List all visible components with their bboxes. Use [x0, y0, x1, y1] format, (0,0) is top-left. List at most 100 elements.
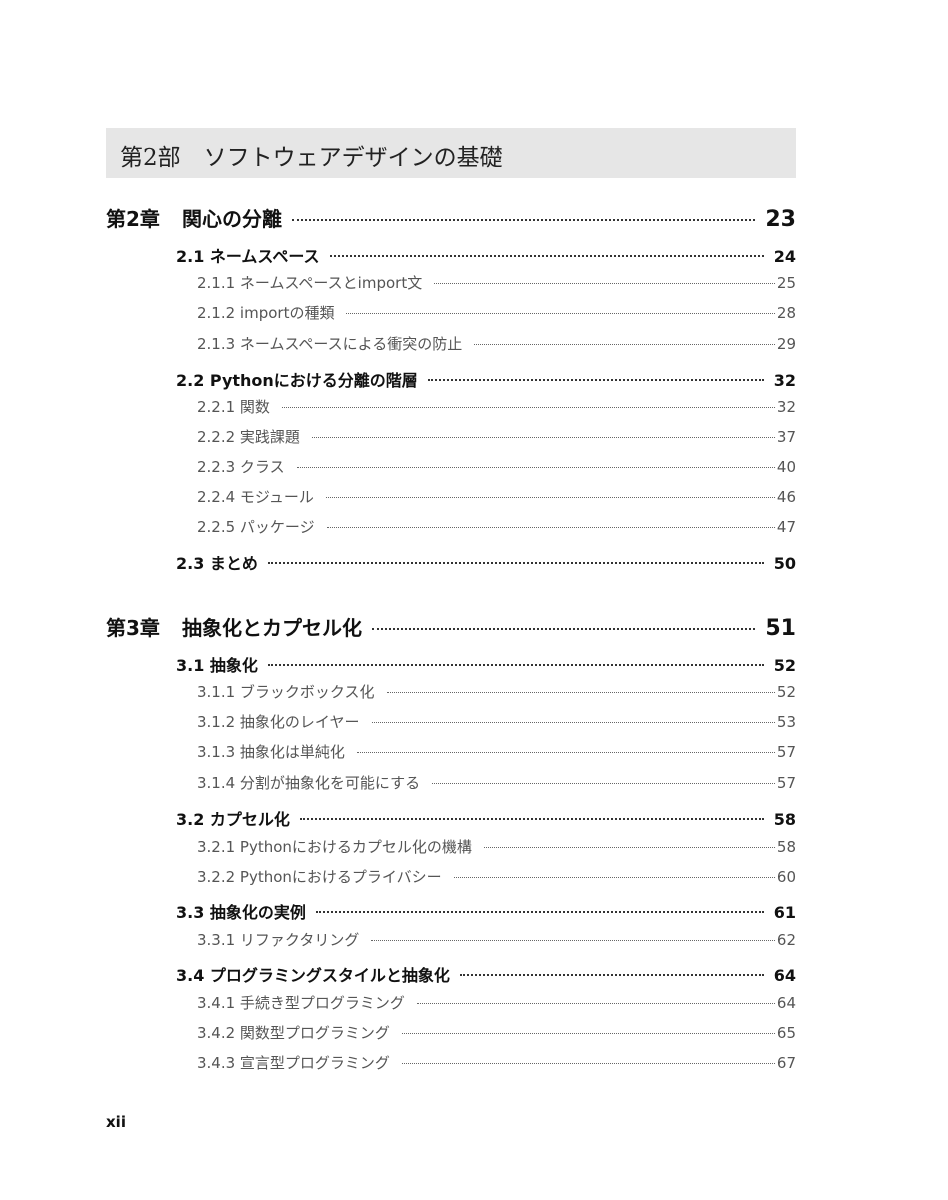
- entry-title: 2.1.3 ネームスペースによる衝突の防止: [197, 335, 463, 353]
- entry-title: 2.3 まとめ: [176, 554, 258, 573]
- dot-leader: [325, 497, 775, 498]
- chapter-label: 第3章: [106, 616, 160, 640]
- toc-entry[interactable]: 3.4.3 宣言型プログラミング 67: [197, 1052, 796, 1073]
- entry-page: 57: [776, 743, 796, 761]
- toc-entry[interactable]: 3.1 抽象化 52: [176, 652, 796, 676]
- toc-entry[interactable]: 第2章 関心の分離 23: [106, 203, 796, 232]
- entry-page: 62: [776, 931, 796, 949]
- dot-leader: [427, 379, 764, 381]
- entry-title: 3.3 抽象化の実例: [176, 903, 306, 922]
- toc-entry[interactable]: 2.2.2 実践課題 37: [197, 426, 796, 447]
- entry-title: 2.1.2 importの種類: [197, 304, 335, 322]
- entry-page: 65: [776, 1024, 796, 1042]
- entry-page: 52: [773, 656, 796, 675]
- toc-entry[interactable]: 2.2.1 関数 32: [197, 396, 796, 417]
- entry-title: 3.2 カプセル化: [176, 810, 290, 829]
- entry-title: 3.2.2 Pythonにおけるプライバシー: [197, 868, 442, 886]
- entry-page: 32: [776, 398, 796, 416]
- toc-entry[interactable]: 2.2.5 パッケージ 47: [197, 516, 796, 537]
- toc-entry[interactable]: 3.2.2 Pythonにおけるプライバシー 60: [197, 866, 796, 887]
- entry-title: 3.4.3 宣言型プログラミング: [197, 1054, 390, 1072]
- chapter-label: 第2章: [106, 207, 160, 231]
- entry-page: 28: [776, 304, 796, 322]
- toc-entry[interactable]: 3.3 抽象化の実例 61: [176, 899, 796, 923]
- dot-leader: [483, 847, 775, 848]
- entry-page: 58: [773, 810, 796, 829]
- toc-entry[interactable]: 2.1.1 ネームスペースとimport文 25: [197, 272, 796, 293]
- entry-title: 2.2.2 実践課題: [197, 428, 300, 446]
- entry-page: 50: [773, 554, 796, 573]
- dot-leader: [401, 1063, 775, 1064]
- toc-entry[interactable]: 2.1 ネームスペース 24: [176, 243, 796, 267]
- entry-title: 2.2.3 クラス: [197, 458, 285, 476]
- toc-entry[interactable]: 2.2.4 モジュール 46: [197, 486, 796, 507]
- dot-leader: [346, 313, 775, 314]
- toc-entry[interactable]: 2.2 Pythonにおける分離の階層 32: [176, 367, 796, 391]
- entry-page: 60: [776, 868, 796, 886]
- entry-page: 53: [776, 713, 796, 731]
- dot-leader: [434, 283, 775, 284]
- toc-entry[interactable]: 2.2.3 クラス 40: [197, 456, 796, 477]
- entry-page: 47: [776, 518, 796, 536]
- toc-entry[interactable]: 3.4 プログラミングスタイルと抽象化 64: [176, 962, 796, 986]
- toc-entry[interactable]: 2.3 まとめ 50: [176, 550, 796, 574]
- dot-leader: [386, 692, 775, 693]
- dot-leader: [299, 818, 764, 820]
- dot-leader: [281, 407, 775, 408]
- entry-page: 25: [776, 274, 796, 292]
- entry-title: 2.1.1 ネームスペースとimport文: [197, 274, 423, 292]
- toc-entry[interactable]: 3.4.2 関数型プログラミング 65: [197, 1022, 796, 1043]
- dot-leader: [459, 974, 764, 976]
- entry-title: 関心の分離: [182, 207, 282, 231]
- toc-entry[interactable]: 3.3.1 リファクタリング 62: [197, 929, 796, 950]
- entry-title: 3.1 抽象化: [176, 656, 258, 675]
- entry-title: 2.2.5 パッケージ: [197, 518, 315, 536]
- dot-leader: [267, 562, 764, 564]
- entry-title: 3.2.1 Pythonにおけるカプセル化の機構: [197, 838, 472, 856]
- part-title: 第2部 ソフトウェアデザインの基礎: [120, 145, 503, 171]
- entry-title: 3.3.1 リファクタリング: [197, 931, 360, 949]
- entry-title: 3.1.3 抽象化は単純化: [197, 743, 345, 761]
- dot-leader: [326, 527, 775, 528]
- toc-entry[interactable]: 2.1.3 ネームスペースによる衝突の防止 29: [197, 333, 796, 354]
- entry-title: 3.4.2 関数型プログラミング: [197, 1024, 390, 1042]
- toc-entry[interactable]: 3.1.4 分割が抽象化を可能にする 57: [197, 772, 796, 793]
- toc-entry[interactable]: 3.4.1 手続き型プログラミング 64: [197, 992, 796, 1013]
- entry-title: 2.2.4 モジュール: [197, 488, 314, 506]
- toc-entry[interactable]: 第3章 抽象化とカプセル化 51: [106, 612, 796, 641]
- entry-title: 2.2.1 関数: [197, 398, 270, 416]
- dot-leader: [371, 722, 775, 723]
- dot-leader: [401, 1033, 775, 1034]
- entry-title: 3.4.1 手続き型プログラミング: [197, 994, 405, 1012]
- entry-page: 58: [776, 838, 796, 856]
- page-number: xii: [106, 1113, 126, 1131]
- entry-page: 37: [776, 428, 796, 446]
- toc-entry[interactable]: 3.1.1 ブラックボックス化 52: [197, 681, 796, 702]
- entry-page: 52: [776, 683, 796, 701]
- toc-entry[interactable]: 3.1.2 抽象化のレイヤー 53: [197, 711, 796, 732]
- toc-entry[interactable]: 2.1.2 importの種類 28: [197, 302, 796, 323]
- entry-title: 3.1.1 ブラックボックス化: [197, 683, 375, 701]
- dot-leader: [474, 344, 775, 345]
- dot-leader: [356, 752, 775, 753]
- entry-page: 29: [776, 335, 796, 353]
- dot-leader: [371, 940, 775, 941]
- toc-entry[interactable]: 3.1.3 抽象化は単純化 57: [197, 741, 796, 762]
- dot-leader: [416, 1003, 775, 1004]
- entry-page: 24: [773, 247, 796, 266]
- toc-entry[interactable]: 3.2.1 Pythonにおけるカプセル化の機構 58: [197, 836, 796, 857]
- entry-title: 3.4 プログラミングスタイルと抽象化: [176, 966, 450, 985]
- entry-page: 32: [773, 371, 796, 390]
- entry-title: 抽象化とカプセル化: [182, 616, 362, 640]
- entry-page: 57: [776, 774, 796, 792]
- entry-title: 2.2 Pythonにおける分離の階層: [176, 371, 418, 390]
- part-heading: 第2部 ソフトウェアデザインの基礎: [106, 128, 796, 178]
- toc-entry[interactable]: 3.2 カプセル化 58: [176, 806, 796, 830]
- entry-title: 2.1 ネームスペース: [176, 247, 320, 266]
- entry-title: 3.1.4 分割が抽象化を可能にする: [197, 774, 421, 792]
- dot-leader: [292, 219, 756, 221]
- dot-leader: [311, 437, 775, 438]
- entry-page: 46: [776, 488, 796, 506]
- dot-leader: [453, 877, 775, 878]
- dot-leader: [372, 628, 756, 630]
